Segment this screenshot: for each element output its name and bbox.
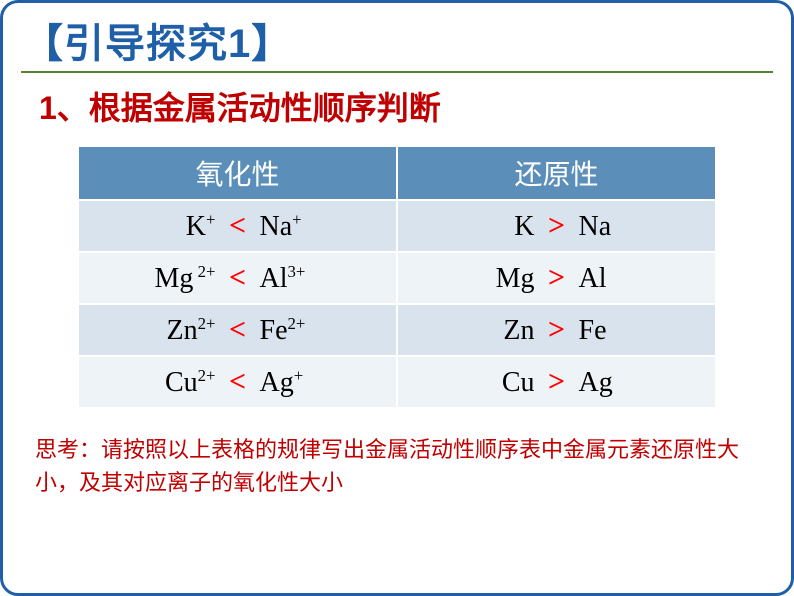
section-subtitle: 1、根据金属活动性顺序判断 [39, 83, 773, 129]
gt-icon: > [542, 261, 572, 295]
lt-icon: < [223, 261, 253, 295]
comparison-table: 氧化性 还原性 K+ < Na+ K > Na Mg 2+ [77, 145, 717, 409]
lt-icon: < [223, 209, 253, 243]
table-header-row: 氧化性 还原性 [78, 146, 716, 200]
re-cell: Cu > Ag [397, 356, 716, 408]
ox-cell: Mg 2+ < Al3+ [78, 252, 397, 304]
title-rule [21, 71, 773, 73]
ox-cell: K+ < Na+ [78, 200, 397, 252]
gt-icon: > [542, 365, 572, 399]
re-cell: K > Na [397, 200, 716, 252]
gt-icon: > [542, 313, 572, 347]
footer-note: 思考：请按照以上表格的规律写出金属活动性顺序表中金属元素还原性大小，及其对应离子… [35, 433, 759, 499]
slide-title: 【引导探究1】 [23, 11, 773, 69]
header-oxidizing: 氧化性 [78, 146, 397, 200]
re-cell: Mg > Al [397, 252, 716, 304]
ox-cell: Cu2+ < Ag+ [78, 356, 397, 408]
re-cell: Zn > Fe [397, 304, 716, 356]
lt-icon: < [223, 313, 253, 347]
table-row: K+ < Na+ K > Na [78, 200, 716, 252]
lt-icon: < [223, 365, 253, 399]
header-reducing: 还原性 [397, 146, 716, 200]
ox-cell: Zn2+ < Fe2+ [78, 304, 397, 356]
table-row: Mg 2+ < Al3+ Mg > Al [78, 252, 716, 304]
table-row: Zn2+ < Fe2+ Zn > Fe [78, 304, 716, 356]
table-row: Cu2+ < Ag+ Cu > Ag [78, 356, 716, 408]
gt-icon: > [542, 209, 572, 243]
slide-frame: 【引导探究1】 1、根据金属活动性顺序判断 氧化性 还原性 K+ < Na+ K… [0, 0, 794, 596]
